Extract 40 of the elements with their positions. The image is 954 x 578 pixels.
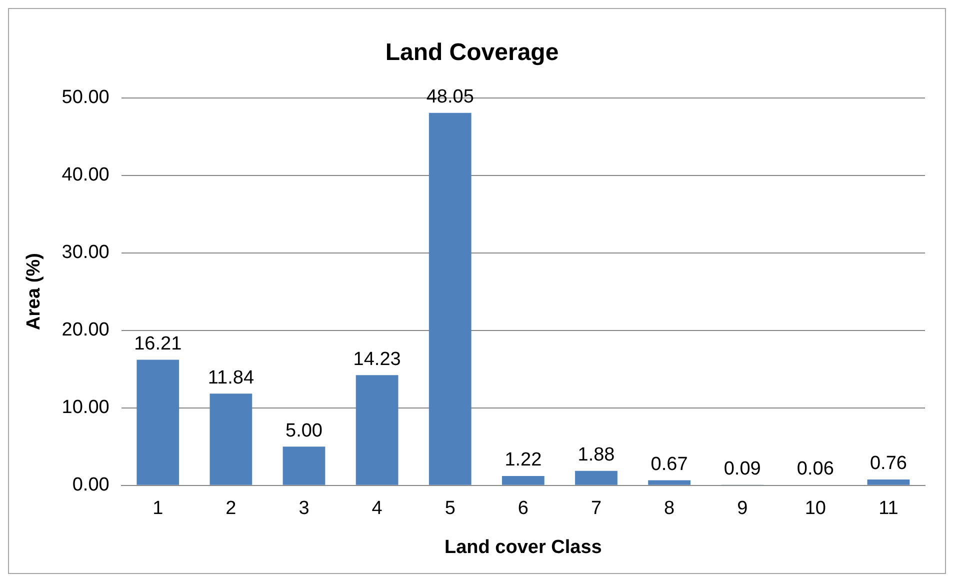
- y-tick-label: 10.00: [62, 397, 110, 418]
- data-label: 1.22: [504, 450, 542, 471]
- x-tick-label: 2: [226, 498, 236, 520]
- y-tick-label: 30.00: [62, 242, 110, 264]
- bar: [575, 470, 618, 485]
- y-axis-title: Area (%): [24, 253, 45, 330]
- x-tick-label: 5: [444, 498, 456, 520]
- chart-title: Land Coverage: [385, 39, 559, 66]
- data-label: 0.09: [724, 458, 761, 480]
- bar: [648, 480, 690, 485]
- y-tick-label: 0.00: [72, 474, 110, 496]
- x-tick-label: 10: [804, 498, 826, 520]
- bar: [356, 375, 398, 485]
- data-label: 0.76: [870, 453, 907, 474]
- x-axis-title: Land cover Class: [444, 536, 602, 558]
- bar: [867, 480, 910, 485]
- x-tick-label: 4: [372, 498, 383, 520]
- y-tick-label: 20.00: [62, 320, 110, 341]
- data-label: 5.00: [286, 420, 322, 442]
- x-tick-label: 3: [298, 498, 310, 520]
- x-tick-label: 7: [590, 498, 602, 520]
- x-tick-label: 8: [664, 498, 675, 520]
- bar: [282, 446, 326, 485]
- x-tick-label: 11: [878, 498, 898, 520]
- bar: [136, 360, 180, 485]
- data-label: 0.06: [796, 458, 834, 480]
- x-tick-label: 1: [152, 498, 164, 520]
- bar: [210, 394, 252, 485]
- x-tick-label: 6: [518, 498, 528, 520]
- data-label: 14.23: [353, 348, 401, 370]
- data-label: 0.67: [650, 454, 688, 475]
- data-label: 1.88: [578, 444, 615, 466]
- y-tick-label: 50.00: [62, 87, 110, 108]
- x-tick-label: 9: [737, 498, 748, 520]
- data-label: 48.05: [426, 86, 474, 108]
- y-tick-label: 40.00: [62, 164, 110, 186]
- bar: [428, 112, 472, 485]
- data-label: 16.21: [134, 333, 182, 354]
- bar: [502, 476, 544, 485]
- data-label: 11.84: [208, 367, 254, 388]
